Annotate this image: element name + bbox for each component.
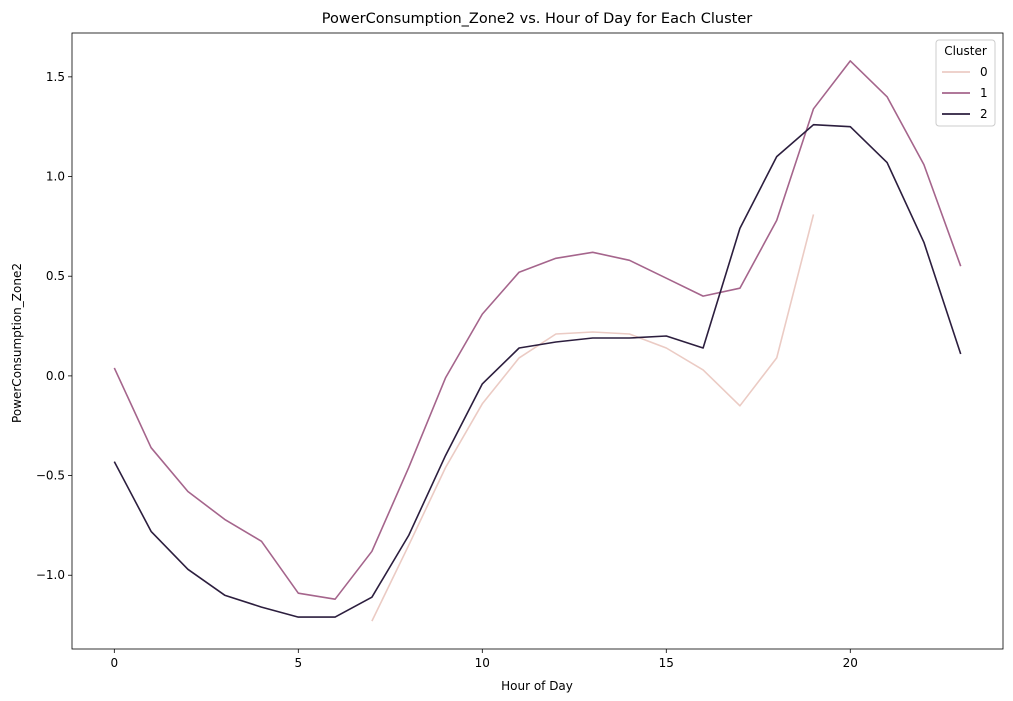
legend-label: 1: [980, 86, 988, 100]
axes-frame: [71, 32, 1004, 650]
axis-ticks: 0 5 10 15 20 −1.0 −0.5 0.0 0.5 1.0 1.5: [36, 70, 858, 670]
x-tick-label: 15: [659, 656, 674, 670]
x-tick-label: 5: [294, 656, 302, 670]
x-tick-label: 10: [475, 656, 490, 670]
legend-label: 0: [980, 65, 988, 79]
y-tick-label: −0.5: [36, 469, 65, 483]
y-tick-label: 0.5: [46, 269, 65, 283]
legend-title: Cluster: [944, 44, 987, 58]
legend-items: 0 1 2: [942, 65, 988, 121]
legend-label: 2: [980, 107, 988, 121]
legend-box: [935, 39, 996, 127]
y-tick-label: −1.0: [36, 568, 65, 582]
y-tick-label: 1.5: [46, 70, 65, 84]
y-axis-label: PowerConsumption_Zone2: [10, 263, 24, 423]
x-tick-label: 0: [110, 656, 118, 670]
series-line-2: [113, 123, 962, 618]
y-tick-label: 1.0: [46, 170, 65, 184]
legend: Cluster 0 1 2: [935, 39, 996, 127]
chart-title: PowerConsumption_Zone2 vs. Hour of Day f…: [322, 11, 752, 27]
x-axis-label: Hour of Day: [501, 679, 573, 693]
y-tick-label: 0.0: [46, 369, 65, 383]
series-line-1: [113, 60, 962, 601]
series-line-0: [371, 214, 815, 622]
plot-area: [113, 60, 962, 622]
x-tick-label: 20: [843, 656, 858, 670]
